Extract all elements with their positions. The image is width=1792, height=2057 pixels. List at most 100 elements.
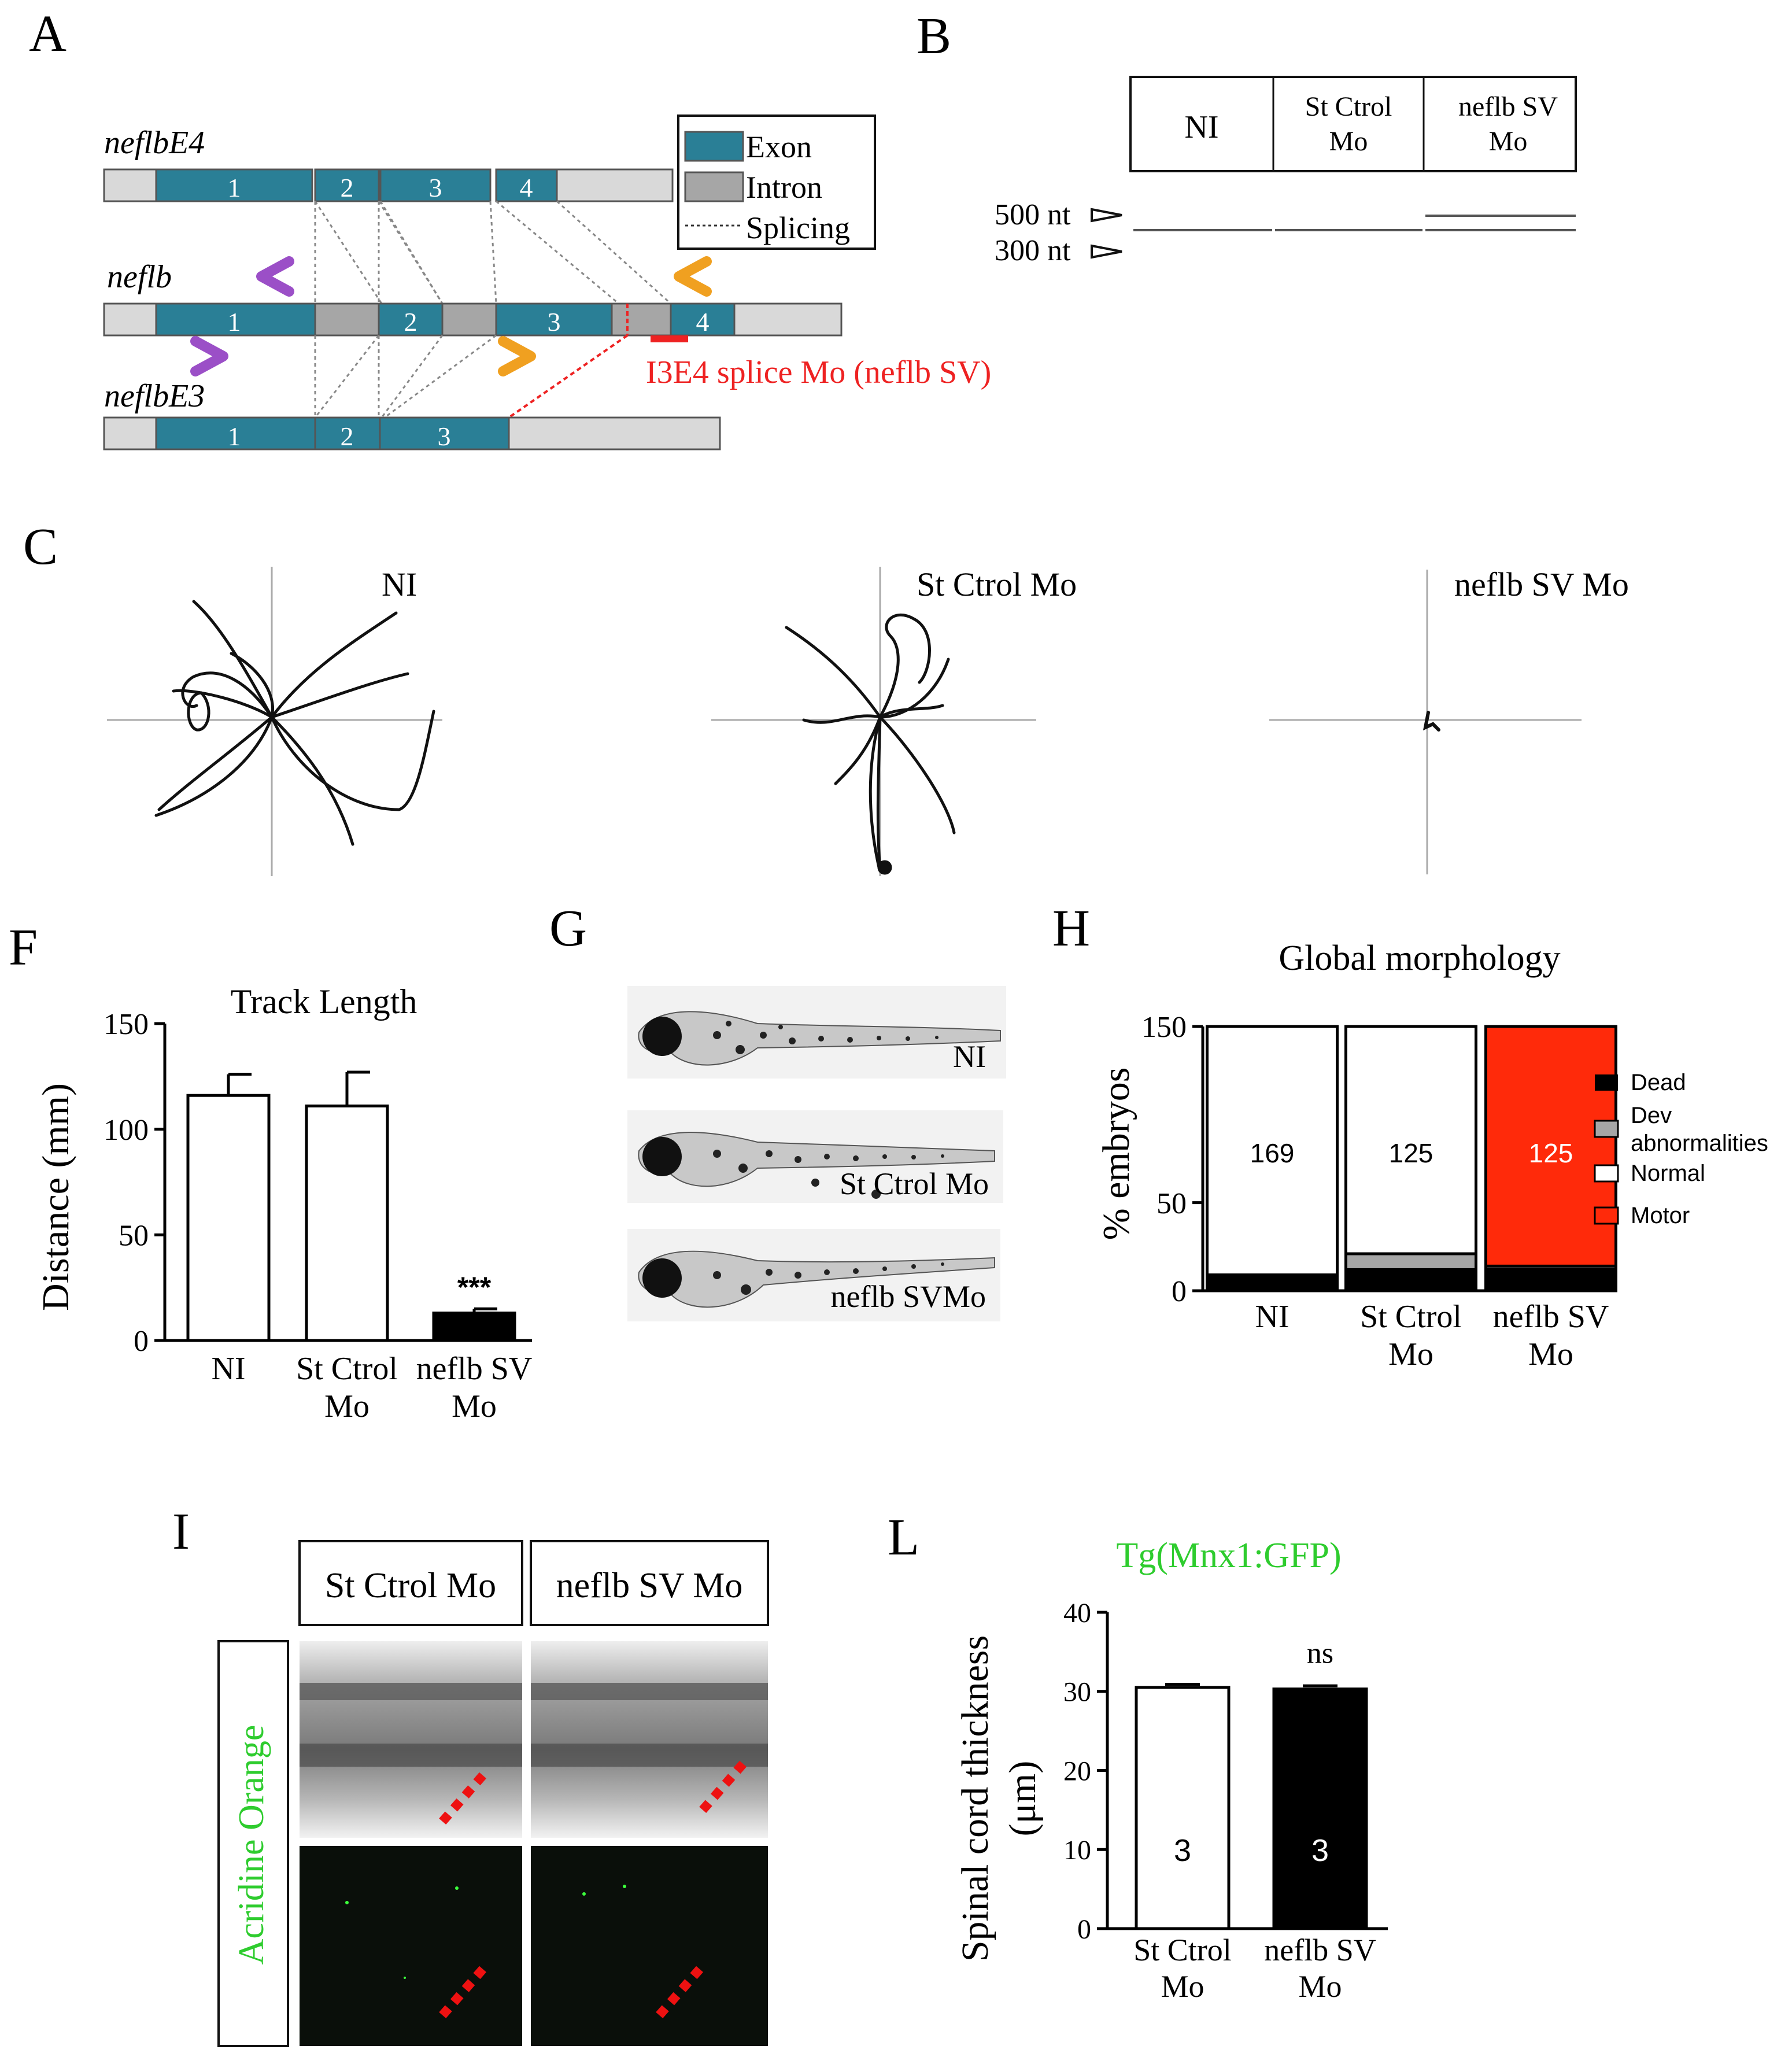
lane-label-sv-line2: Mo [1489,126,1528,157]
chart-h-title: Global morphology [1279,939,1560,978]
legend-swatch-normal [1594,1164,1619,1183]
legend-intron-swatch [684,171,744,202]
x-tick-label: NI [1255,1299,1289,1335]
significance-label: *** [457,1271,492,1303]
stacked-bar-segment [1344,1268,1477,1292]
utr-3-e4 [556,168,674,202]
panel-label-i: I [172,1503,190,1560]
morpholino-label: I3E4 splice Mo (neflb SV) [646,354,991,390]
y-tick-label: 10 [1063,1835,1091,1866]
aberrant-splice-line [508,334,629,419]
track-title-ni: NI [382,566,417,603]
chart-h-ylabel: % embryos [1095,1068,1137,1240]
bar [1272,1687,1368,1930]
bar [1135,1686,1231,1930]
bar-n-label: 3 [1311,1833,1329,1868]
larvae-images: NI St Ctrol Mo neflb SVMo [627,986,1006,1321]
swim-tracks-ni [154,600,435,846]
panel-label-h: H [1052,900,1090,957]
exon-number: 1 [228,173,241,202]
bar [305,1104,389,1342]
x-tick-label: Mo [1161,1969,1204,2004]
chart-spinal-cord: Tg(Mnx1:GFP) Spinal cord thickness (μm) … [954,1536,1388,2004]
utr-5-gene [103,302,157,337]
y-tick-label: 40 [1063,1598,1091,1628]
splicing-lines-upper [314,200,672,305]
exon-number: 2 [341,422,354,451]
legend-swatch-motor [1594,1206,1619,1225]
panel-label-l: L [888,1509,919,1566]
larva-label-sv: neflb SVMo [831,1279,986,1314]
stacked-bar-segment [1206,1273,1339,1292]
utr-3-e3 [508,416,721,450]
exon-1-e4 [155,168,313,202]
panel-label-c: C [23,518,58,575]
x-tick-label: St Ctrol [1360,1299,1462,1335]
row-label-box [217,1640,289,2047]
utr-5-e3 [103,416,157,450]
chart-f-title: Track Length [231,983,417,1021]
track-title-sv: neflb SV Mo [1454,566,1629,603]
legend-intron-label: Intron [746,170,822,205]
lane-label-ctrl-line2: Mo [1329,126,1368,157]
larva-label-ni: NI [953,1039,986,1074]
swim-track-sv [1422,711,1440,732]
chart-track-length: Track Length Distance (mm) 0 50 100 150 NI St… [35,983,532,1424]
larva-image-ni: NI [627,986,1006,1079]
exon-number: 2 [404,307,417,337]
gene-label-neflbe4: neflbE4 [104,125,205,161]
stacked-bar-segment [1484,1268,1617,1292]
exon-2-e4 [314,168,380,202]
exon-number: 3 [429,173,442,202]
marker-label-300: 300 nt [995,234,1071,267]
bar-n-label: 125 [1529,1138,1573,1168]
chart-f-ylabel: Distance (mm) [35,1083,77,1311]
x-tick-label: NI [211,1351,245,1387]
chart-l-ylabel-line2: (μm) [1002,1761,1044,1837]
intron-3 [611,302,672,337]
splicing-lines-lower [314,334,497,419]
x-tick-label: St Ctrol [296,1351,398,1387]
chart-l-title: Tg(Mnx1:GFP) [1116,1536,1341,1575]
lane-label-ni: NI [1184,109,1218,145]
row-label-acridine: Acridine Orange [232,1725,271,1965]
exon-number: 3 [438,422,451,451]
bar [186,1094,271,1342]
primer-forward-purple-icon [190,336,228,376]
y-tick-label: 20 [1063,1756,1091,1786]
exon-number: 1 [228,422,241,451]
swim-track-panel: NI St Ctrol Mo neflb SV Mo [107,566,1629,876]
header-box-ctrl [298,1540,523,1626]
x-tick-label: Mo [1388,1336,1433,1372]
stacked-bar-segment [1344,1252,1477,1271]
bar-n-label: 3 [1174,1833,1191,1868]
legend-dev-label-line2: abnormalities [1631,1131,1768,1156]
intron-2 [441,302,497,337]
exon-number: 4 [520,173,533,202]
bar-n-label: 125 [1389,1138,1433,1168]
x-tick-label: neflb SV [416,1351,533,1387]
gene-structure-diagram: neflbE4 1 2 3 4 neflb [103,115,991,451]
lane-label-ctrl-line1: St Ctrol [1305,91,1392,122]
legend-gene-structure: Exon Intron Splicing [677,115,876,250]
fluorescence-image-sv [531,1846,768,2046]
y-tick-label: 30 [1063,1677,1091,1708]
legend-exon-swatch [684,131,744,162]
y-tick-label: 0 [1172,1275,1187,1308]
acridine-orange-panel: St Ctrol Mo neflb SV Mo Acridine Orange [217,1540,769,2047]
primer-reverse-purple-icon [256,256,294,297]
y-tick-label: 0 [134,1325,149,1358]
x-tick-label: Mo [452,1388,497,1424]
significance-label: ns [1307,1637,1333,1670]
larva-image-ctrl: St Ctrol Mo [627,1110,1003,1203]
exon-2-gene [378,302,444,337]
lane-label-sv-line1: neflb SV [1458,91,1558,122]
marker-label-500: 500 nt [995,198,1071,231]
bar-n-label: 169 [1250,1138,1295,1168]
y-tick-label: 0 [1077,1914,1091,1945]
header-sv: neflb SV Mo [556,1566,743,1605]
x-tick-label: St Ctrol [1133,1933,1232,1967]
header-box-sv [530,1540,769,1626]
x-tick-label: neflb SV [1493,1299,1609,1335]
stacked-bar-segment [1484,1025,1617,1268]
